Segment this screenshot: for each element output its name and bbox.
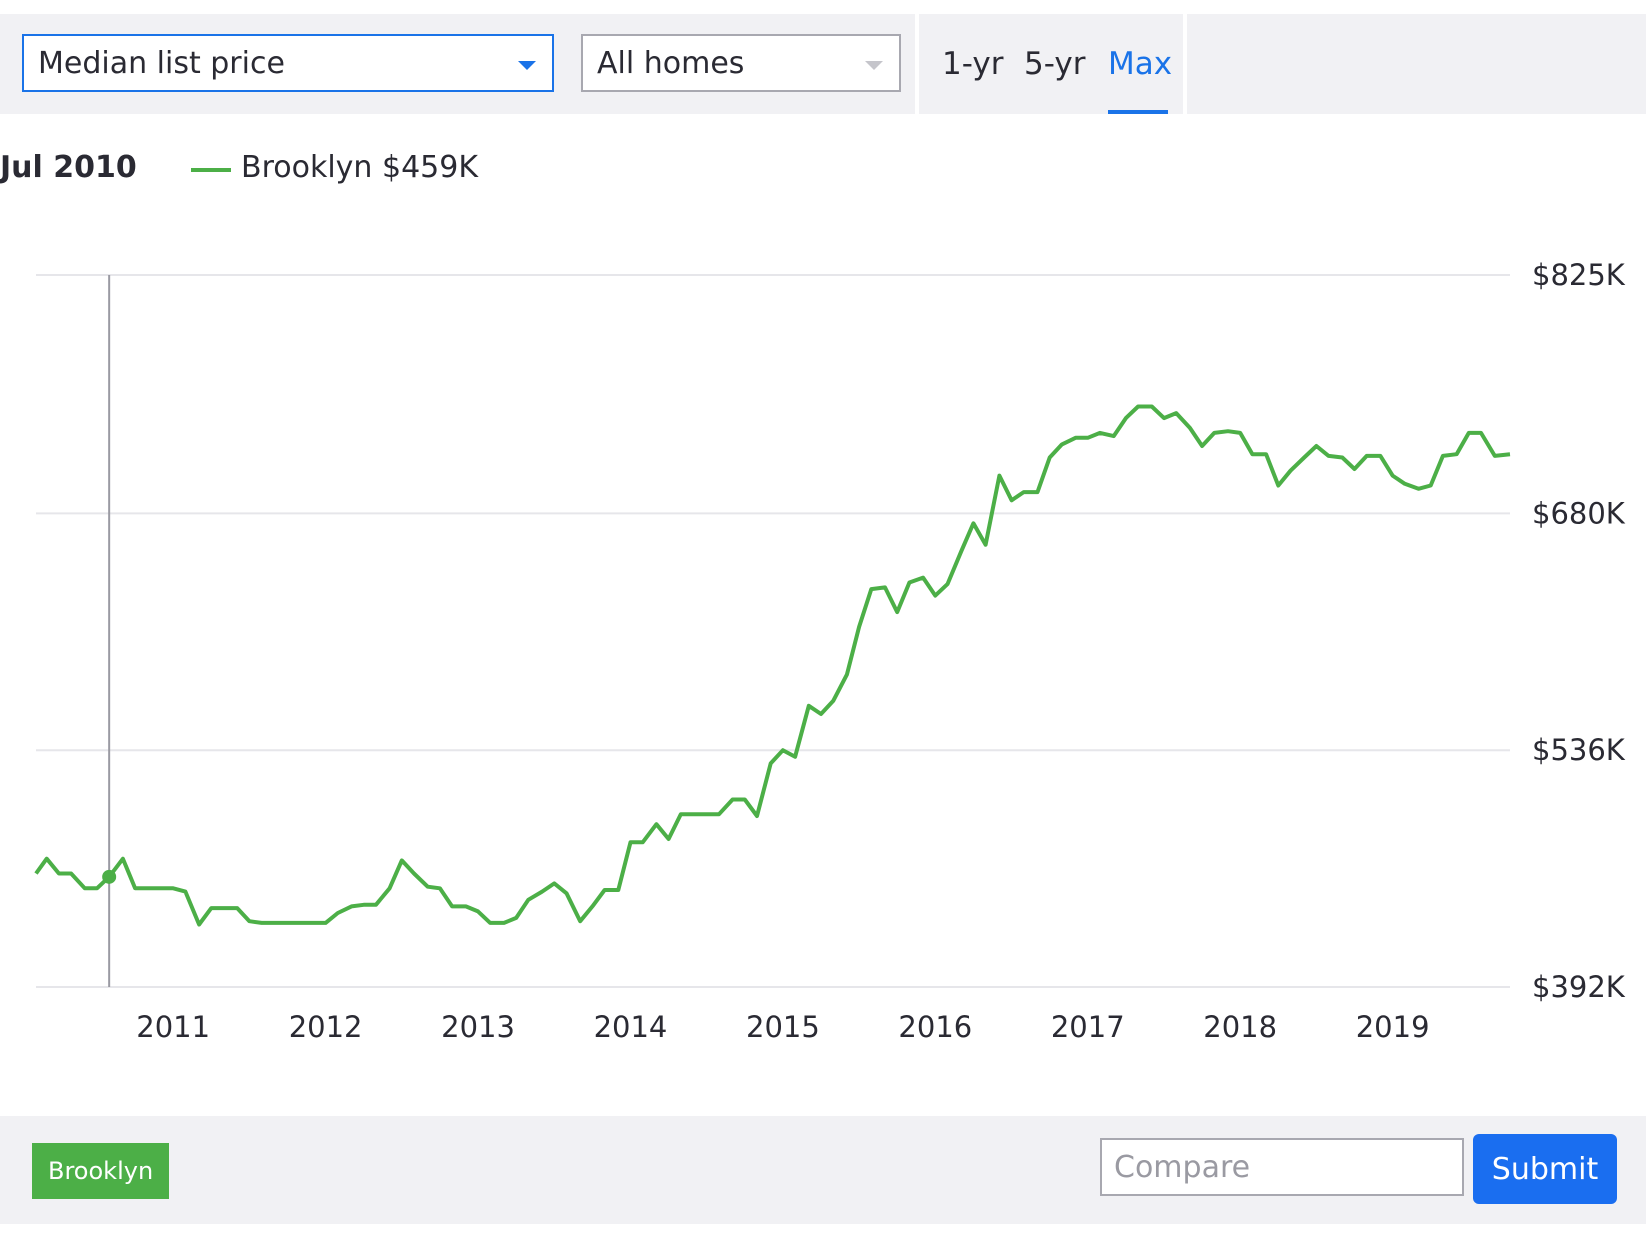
x-tick-label: 2014 [594, 1010, 668, 1040]
price-chart[interactable]: $825K$680K$536K$392K 2011 2012 2013 2014 201… [0, 240, 1646, 1040]
range-tab-max[interactable]: Max [1108, 46, 1173, 82]
x-tick-label: 2019 [1356, 1010, 1430, 1040]
x-tick-label: 2011 [136, 1010, 210, 1040]
metric-select-value: Median list price [38, 45, 285, 81]
metric-select[interactable]: Median list price [22, 34, 554, 92]
y-axis: $825K $680K $536K $392K [1532, 258, 1626, 1004]
legend-entry: Brooklyn $459K [241, 150, 478, 185]
chevron-down-icon [518, 61, 536, 70]
y-tick-label: $392K [1532, 970, 1626, 1004]
compare-bar: Brooklyn Submit [0, 1116, 1646, 1224]
series-line-brooklyn [34, 404, 1511, 927]
divider [915, 14, 919, 114]
location-chip-brooklyn[interactable]: Brooklyn [32, 1143, 170, 1199]
chevron-down-icon [865, 61, 883, 70]
x-tick-label: 2013 [441, 1010, 515, 1040]
compare-input[interactable] [1100, 1138, 1464, 1196]
x-tick-label: 2015 [746, 1010, 820, 1040]
divider [1183, 14, 1187, 114]
hover-date: Jul 2010 [0, 150, 137, 185]
controls-bar: Median list price All homes 1-yr 5-yr Ma… [0, 14, 1646, 114]
home-type-select[interactable]: All homes [581, 34, 901, 92]
x-tick-label: 2018 [1203, 1010, 1277, 1040]
x-tick-label: 2017 [1051, 1010, 1125, 1040]
x-axis: 2011 2012 2013 2014 2015 2016 2017 2018 2019 [136, 1010, 1429, 1040]
grid-lines [36, 274, 1510, 988]
x-tick-label: 2012 [289, 1010, 363, 1040]
range-tab-5yr[interactable]: 5-yr [1024, 46, 1086, 82]
active-range-indicator [1108, 110, 1168, 114]
hover-point [102, 869, 117, 884]
legend-swatch [191, 168, 231, 172]
submit-button[interactable]: Submit [1473, 1134, 1617, 1204]
y-tick-label: $680K [1532, 496, 1626, 530]
y-tick-label: $536K [1532, 733, 1626, 767]
y-tick-label: $825K [1532, 258, 1626, 292]
range-tab-1yr[interactable]: 1-yr [942, 46, 1004, 82]
x-tick-label: 2016 [898, 1010, 972, 1040]
home-type-select-value: All homes [597, 45, 745, 81]
